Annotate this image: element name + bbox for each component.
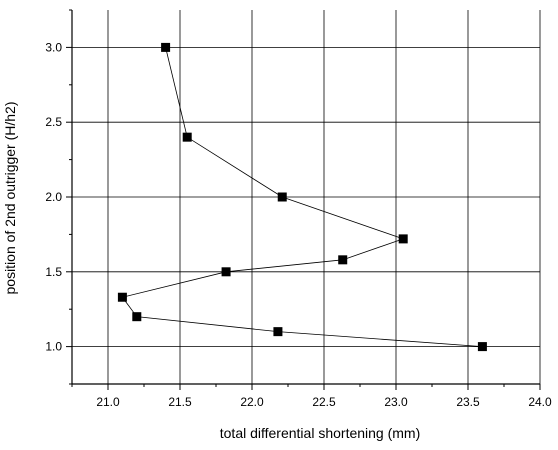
data-point [273, 327, 282, 336]
x-tick-label: 21.0 [96, 395, 120, 409]
data-point [338, 255, 347, 264]
y-tick-label: 1.0 [45, 340, 62, 354]
y-tick-label: 1.5 [45, 265, 62, 279]
axis-layer [66, 10, 540, 390]
y-tick-label: 3.0 [45, 40, 62, 54]
data-point [478, 342, 487, 351]
y-tick-label: 2.0 [45, 190, 62, 204]
y-axis-title: position of 2nd outrigger (H/h2) [2, 102, 18, 295]
data-point [399, 234, 408, 243]
data-point [222, 267, 231, 276]
data-point [278, 193, 287, 202]
x-axis-title: total differential shortening (mm) [220, 425, 421, 441]
data-point [161, 43, 170, 52]
x-tick-label: 21.5 [168, 395, 192, 409]
x-tick-label: 22.5 [312, 395, 336, 409]
grid-layer [72, 10, 540, 384]
y-tick-label: 2.5 [45, 115, 62, 129]
x-tick-label: 24.0 [528, 395, 552, 409]
data-point [183, 133, 192, 142]
label-layer: 21.0 21.5 22.0 22.5 23.0 23.5 24.0 1.0 1.5 2.0 2.5… [45, 40, 552, 409]
data-point [118, 293, 127, 302]
data-point [132, 312, 141, 321]
x-tick-label: 23.0 [384, 395, 408, 409]
x-tick-label: 22.0 [240, 395, 264, 409]
x-tick-label: 23.5 [456, 395, 480, 409]
